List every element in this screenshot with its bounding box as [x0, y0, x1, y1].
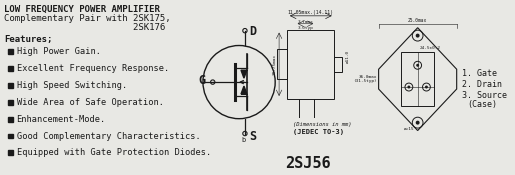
Bar [277, 50, 287, 79]
Text: (JEDEC TO-3): (JEDEC TO-3) [293, 129, 344, 135]
Text: 3.7max: 3.7max [298, 20, 313, 24]
Text: 3. Source: 3. Source [461, 91, 507, 100]
Text: Equipped with Gate Protection Diodes.: Equipped with Gate Protection Diodes. [16, 148, 211, 157]
Polygon shape [8, 50, 13, 54]
Text: 1. Gate: 1. Gate [461, 69, 496, 78]
Text: Complementary Pair with 2SK175,: Complementary Pair with 2SK175, [4, 14, 170, 23]
Bar [401, 52, 434, 106]
Text: b: b [241, 138, 245, 144]
Text: 2SJ56: 2SJ56 [285, 156, 331, 171]
Text: Enhancement-Mode.: Enhancement-Mode. [16, 115, 106, 124]
Text: (Dimensions in mm): (Dimensions in mm) [293, 122, 351, 127]
Text: Excellent Frequency Response.: Excellent Frequency Response. [16, 64, 169, 73]
Text: 2. Drain: 2. Drain [461, 80, 502, 89]
Polygon shape [8, 134, 13, 138]
Circle shape [416, 64, 419, 67]
Polygon shape [241, 70, 247, 78]
Text: 20.75max: 20.75max [273, 54, 277, 75]
Text: Features;: Features; [4, 35, 53, 44]
Circle shape [416, 34, 420, 38]
Bar [334, 57, 341, 72]
Polygon shape [8, 117, 13, 122]
Polygon shape [241, 86, 247, 94]
Circle shape [407, 86, 410, 89]
Text: High Speed Switching.: High Speed Switching. [16, 81, 127, 90]
Polygon shape [8, 100, 13, 105]
Text: D: D [249, 25, 256, 38]
Text: S: S [249, 130, 256, 143]
Text: 2SK176: 2SK176 [4, 23, 165, 32]
Text: Good Complementary Characteristics.: Good Complementary Characteristics. [16, 132, 200, 141]
Text: 25.0max: 25.0max [408, 18, 427, 23]
Text: 24.5±0.2: 24.5±0.2 [420, 46, 441, 50]
Text: LOW FREQUENCY POWER AMPLIFIER: LOW FREQUENCY POWER AMPLIFIER [4, 5, 160, 14]
Text: Wide Area of Safe Operation.: Wide Area of Safe Operation. [16, 98, 164, 107]
Polygon shape [8, 150, 13, 155]
Text: ø=15: ø=15 [404, 127, 415, 131]
Text: 3.0typ: 3.0typ [298, 26, 313, 30]
Polygon shape [8, 83, 13, 88]
Bar [287, 30, 334, 99]
Text: High Power Gain.: High Power Gain. [16, 47, 100, 57]
Text: ø11.0: ø11.0 [346, 50, 350, 63]
Circle shape [416, 121, 420, 125]
Text: 11.05max.(14.11): 11.05max.(14.11) [287, 10, 333, 15]
Circle shape [425, 86, 428, 89]
Polygon shape [8, 66, 13, 71]
Text: G: G [198, 74, 205, 87]
Text: 36.0max
(31.5typ): 36.0max (31.5typ) [353, 75, 376, 83]
Text: (Case): (Case) [468, 100, 497, 109]
